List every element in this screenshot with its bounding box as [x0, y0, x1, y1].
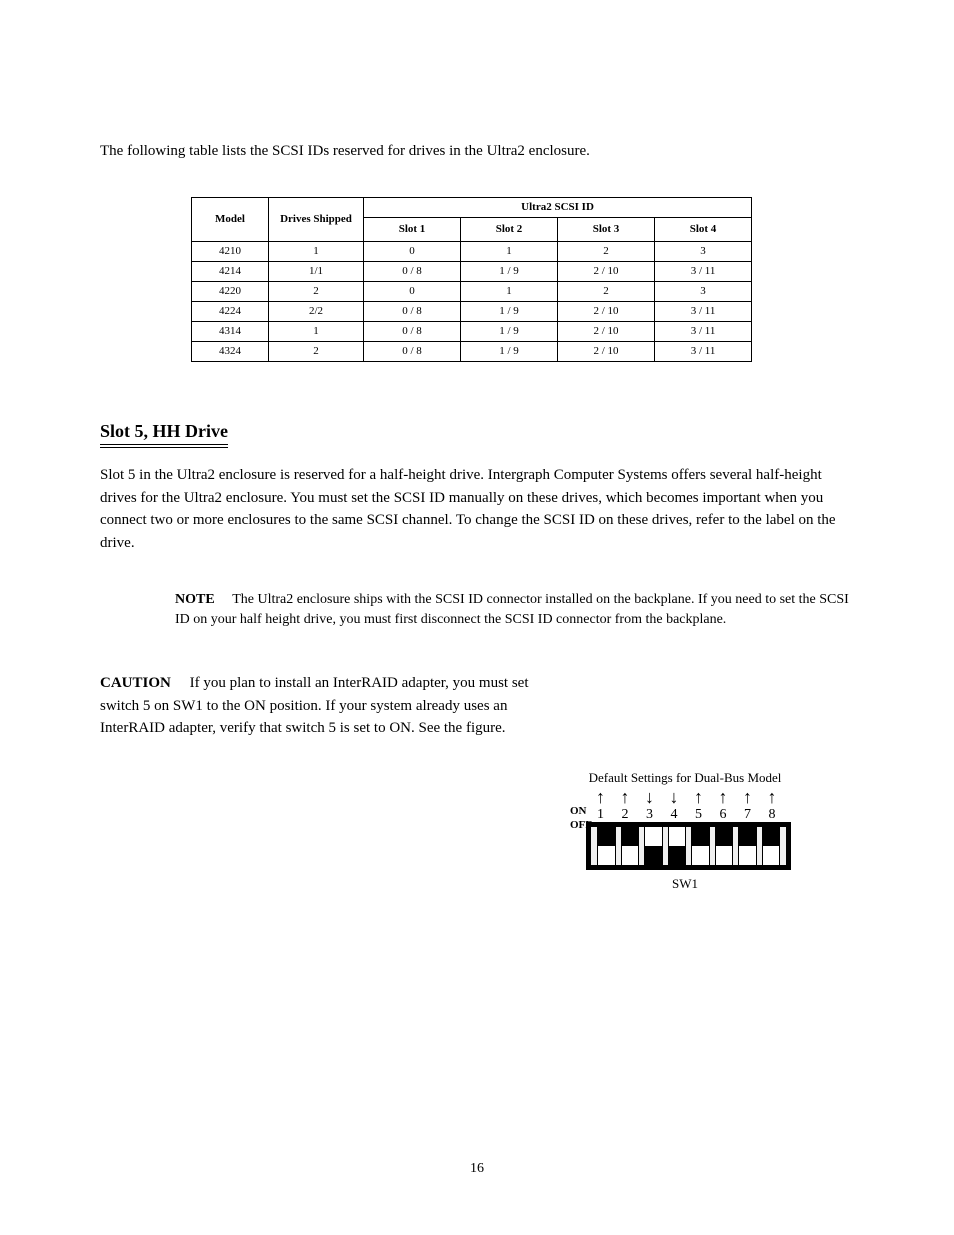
fig-label: SW1: [570, 876, 800, 892]
intro-text: The following table lists the SCSI IDs r…: [100, 143, 590, 160]
dip-nub: [645, 846, 662, 865]
dip-top-label: Default Settings for Dual-Bus Model: [570, 770, 800, 786]
table-cell: 1 / 9: [461, 342, 558, 362]
table-cell: 3 / 11: [655, 322, 752, 342]
note-body: The Ultra2 enclosure ships with the SCSI…: [175, 592, 849, 627]
dip-arrow: ↑: [594, 788, 607, 806]
table-cell: 3 / 11: [655, 342, 752, 362]
table-cell: 0 / 8: [364, 342, 461, 362]
caution-label: CAUTION: [100, 675, 171, 691]
table-cell: 2 / 10: [558, 322, 655, 342]
col-ship: Drives Shipped: [269, 198, 364, 242]
dip-slot: [762, 826, 781, 866]
table-cell: 3: [655, 242, 752, 262]
caution-block: CAUTION If you plan to install an InterR…: [100, 672, 540, 740]
table-cell: 0 / 8: [364, 262, 461, 282]
dip-number: 2: [619, 808, 632, 822]
col-slot4: Slot 4: [655, 218, 752, 242]
scsi-id-table: Model Drives Shipped Ultra2 SCSI ID Slot…: [191, 197, 751, 362]
table-cell: 4220: [192, 282, 269, 302]
table-cell: 1 / 9: [461, 322, 558, 342]
dip-slot: [644, 826, 663, 866]
table-cell: 2: [558, 282, 655, 302]
table-cell: 1/1: [269, 262, 364, 282]
table-cell: 0 / 8: [364, 302, 461, 322]
dip-switch-diagram: Default Settings for Dual-Bus Model ↑ ↑ ↓ ↓…: [570, 770, 800, 892]
table-cell: 4210: [192, 242, 269, 262]
note-label: NOTE: [175, 592, 215, 607]
table-cell: 2 / 10: [558, 342, 655, 362]
dip-arrow: ↓: [668, 788, 681, 806]
dip-number: 4: [668, 808, 681, 822]
page-number: 16: [0, 1161, 954, 1177]
dip-number: 8: [766, 808, 779, 822]
section-para1: Slot 5 in the Ultra2 enclosure is reserv…: [100, 464, 850, 554]
col-slot3: Slot 3: [558, 218, 655, 242]
table-cell: 0 / 8: [364, 322, 461, 342]
table-cell: 4224: [192, 302, 269, 322]
table-cell: 0: [364, 242, 461, 262]
dip-nub: [622, 827, 639, 846]
col-model: Model: [192, 198, 269, 242]
table-cell: 2/2: [269, 302, 364, 322]
table-cell: 2 / 10: [558, 302, 655, 322]
table-cell: 1: [461, 282, 558, 302]
table-cell: 3 / 11: [655, 262, 752, 282]
note-block: NOTE The Ultra2 enclosure ships with the…: [175, 590, 850, 629]
table-cell: 2: [269, 342, 364, 362]
col-slot2: Slot 2: [461, 218, 558, 242]
col-slot1: Slot 1: [364, 218, 461, 242]
table-cell: 1: [269, 322, 364, 342]
dip-arrow: ↑: [717, 788, 730, 806]
table-cell: 3 / 11: [655, 302, 752, 322]
dip-arrow: ↑: [619, 788, 632, 806]
dip-number: 6: [717, 808, 730, 822]
dip-arrow: ↑: [766, 788, 779, 806]
table-cell: 0: [364, 282, 461, 302]
table-cell: 3: [655, 282, 752, 302]
dip-slot: [715, 826, 734, 866]
section-title: Slot 5, HH Drive: [100, 421, 228, 448]
table-cell: 4324: [192, 342, 269, 362]
dip-number: 7: [741, 808, 754, 822]
dip-number: 1: [594, 808, 607, 822]
dip-nub: [598, 827, 615, 846]
table-cell: 2: [558, 242, 655, 262]
dip-nub: [692, 827, 709, 846]
table-cell: 1: [461, 242, 558, 262]
dip-nub: [763, 827, 780, 846]
dip-arrow: ↓: [643, 788, 656, 806]
dip-arrow: ↑: [692, 788, 705, 806]
table-cell: 1 / 9: [461, 262, 558, 282]
table-cell: 4214: [192, 262, 269, 282]
table-cell: 2: [269, 282, 364, 302]
table-cell: 1: [269, 242, 364, 262]
dip-nub: [716, 827, 733, 846]
dip-slot: [691, 826, 710, 866]
dip-slot: [621, 826, 640, 866]
dip-number: 5: [692, 808, 705, 822]
table-cell: 4314: [192, 322, 269, 342]
dip-slot: [597, 826, 616, 866]
on-label: ON: [570, 804, 592, 818]
dip-number: 3: [643, 808, 656, 822]
col-span: Ultra2 SCSI ID: [364, 198, 752, 218]
table-cell: 1 / 9: [461, 302, 558, 322]
dip-arrow: ↑: [741, 788, 754, 806]
dip-slot: [668, 826, 687, 866]
dip-nub: [669, 846, 686, 865]
dip-slot: [738, 826, 757, 866]
dip-nub: [739, 827, 756, 846]
table-cell: 2 / 10: [558, 262, 655, 282]
